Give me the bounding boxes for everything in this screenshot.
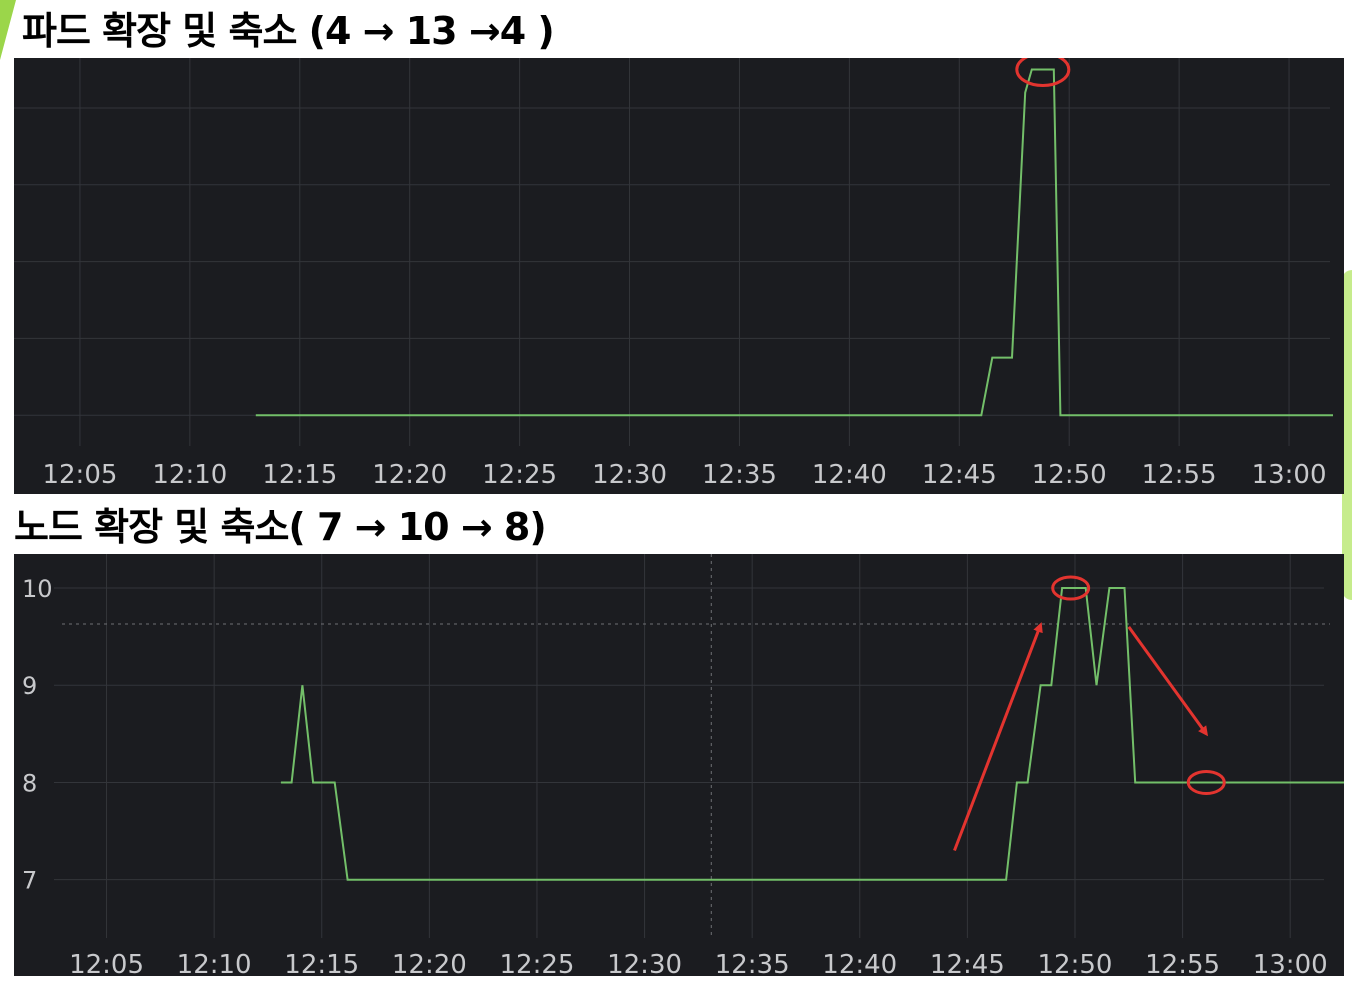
node-x-tick-label: 12:25 <box>499 950 574 976</box>
node-series-line <box>280 587 1344 881</box>
node-x-tick-label: 12:30 <box>607 950 682 976</box>
pod-series-line <box>255 68 1333 417</box>
node-chart: 12:05 12:10 12:15 12:20 12:25 12:30 12:35 12:40… <box>22 554 1344 976</box>
pod-x-tick-label: 12:10 <box>152 460 227 490</box>
pod-chart-title: 파드 확장 및 축소 (4 → 13 →4 ) <box>22 9 555 53</box>
pod-x-tick-label: 12:20 <box>372 460 447 490</box>
pod-x-tick-label: 12:55 <box>1142 460 1217 490</box>
node-x-tick-label: 13:00 <box>1253 950 1328 976</box>
node-x-tick-label: 12:55 <box>1145 950 1220 976</box>
node-trend-arrow <box>953 622 1043 852</box>
pod-x-tick-label: 13:00 <box>1252 460 1327 490</box>
node-highlight-ellipse <box>1051 575 1091 601</box>
pod-x-tick-label: 12:15 <box>262 460 337 490</box>
node-y-tick-label: 8 <box>22 769 37 797</box>
pod-x-tick-label: 12:50 <box>1032 460 1107 490</box>
node-y-tick-label: 9 <box>22 672 37 700</box>
node-x-tick-label: 12:15 <box>284 950 359 976</box>
pod-x-tick-label: 12:40 <box>812 460 887 490</box>
node-x-tick-label: 12:40 <box>822 950 897 976</box>
node-trend-arrow <box>1127 626 1209 737</box>
pod-x-tick-label: 12:30 <box>592 460 667 490</box>
node-x-tick-label: 12:10 <box>177 950 252 976</box>
node-chart-title: 노드 확장 및 축소( 7 → 10 → 8) <box>14 505 547 549</box>
pod-x-tick-label: 12:45 <box>922 460 997 490</box>
pod-x-tick-label: 12:05 <box>42 460 117 490</box>
node-chart-panel: 12:05 12:10 12:15 12:20 12:25 12:30 12:35 12:40… <box>14 554 1344 976</box>
node-x-tick-label: 12:35 <box>715 950 790 976</box>
node-y-tick-label: 7 <box>22 867 37 895</box>
pod-x-tick-label: 12:35 <box>702 460 777 490</box>
node-highlight-ellipse <box>1186 769 1226 795</box>
node-x-tick-label: 12:05 <box>69 950 144 976</box>
node-x-tick-label: 12:20 <box>392 950 467 976</box>
pod-highlight-ellipse <box>1015 58 1071 88</box>
node-x-tick-label: 12:45 <box>930 950 1005 976</box>
accent-left-shape <box>0 0 16 60</box>
node-y-tick-label: 10 <box>22 575 53 603</box>
pod-chart: 12:05 12:10 12:15 12:20 12:25 12:30 12:35 12:40… <box>14 58 1333 490</box>
pod-chart-panel: 12:05 12:10 12:15 12:20 12:25 12:30 12:35 12:40… <box>14 58 1344 494</box>
pod-x-tick-label: 12:25 <box>482 460 557 490</box>
accent-right-shape <box>1342 270 1352 600</box>
node-x-tick-label: 12:50 <box>1038 950 1113 976</box>
